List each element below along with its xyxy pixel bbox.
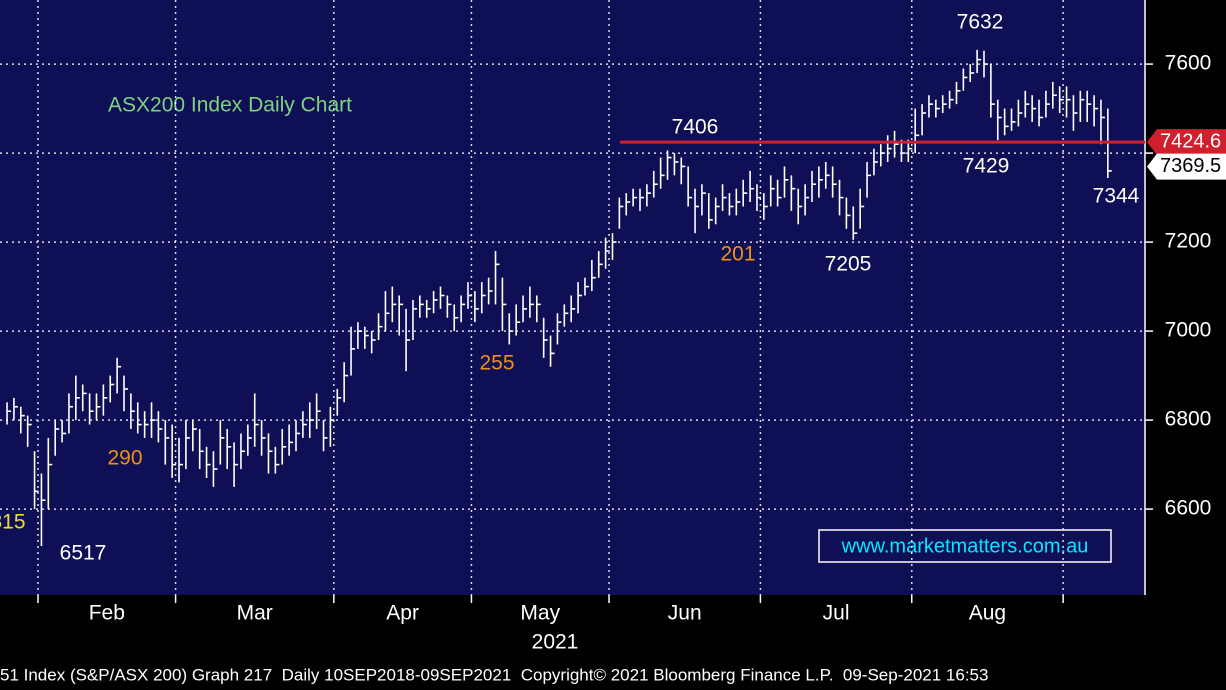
y-tick-label: 7000 — [1165, 319, 1212, 342]
annotation: 7205 — [825, 253, 872, 276]
resistance-tag — [1147, 129, 1226, 156]
y-tick-label: 6800 — [1165, 408, 1212, 431]
annotation: 7344 — [1093, 185, 1140, 208]
last-price-label: 7369.5 — [1160, 155, 1221, 177]
annotation: 7632 — [957, 11, 1004, 34]
x-tick-label: Aug — [969, 602, 1006, 625]
source-url: www.marketmatters.com.au — [841, 535, 1089, 557]
last-price-tag — [1147, 153, 1226, 180]
x-tick-label: Jun — [668, 602, 702, 625]
x-tick-label: Feb — [89, 602, 125, 625]
annotation: 7406 — [672, 116, 719, 139]
annotation: 201 — [720, 243, 755, 266]
y-tick-label: 7600 — [1165, 52, 1212, 75]
footer: 51 Index (S&P/ASX 200) Graph 217 Daily 1… — [0, 665, 988, 684]
x-tick-label: May — [520, 602, 560, 625]
source-box — [818, 529, 1112, 563]
annotation: 7429 — [963, 155, 1010, 178]
x-tick-label: Mar — [237, 602, 273, 625]
y-tick-label: 6600 — [1165, 497, 1212, 520]
plot-area — [0, 0, 1145, 595]
annotation: 315 — [0, 511, 26, 534]
x-year-label: 2021 — [532, 631, 579, 654]
x-tick-label: Apr — [386, 602, 419, 625]
annotation: 255 — [479, 352, 514, 375]
chart-title: ASX200 Index Daily Chart — [108, 94, 352, 117]
annotation: 290 — [107, 447, 142, 470]
y-tick-label: 7200 — [1165, 230, 1212, 253]
x-tick-label: Jul — [823, 602, 850, 625]
resistance-label: 7424.6 — [1160, 130, 1221, 152]
annotation: 6517 — [60, 542, 107, 565]
